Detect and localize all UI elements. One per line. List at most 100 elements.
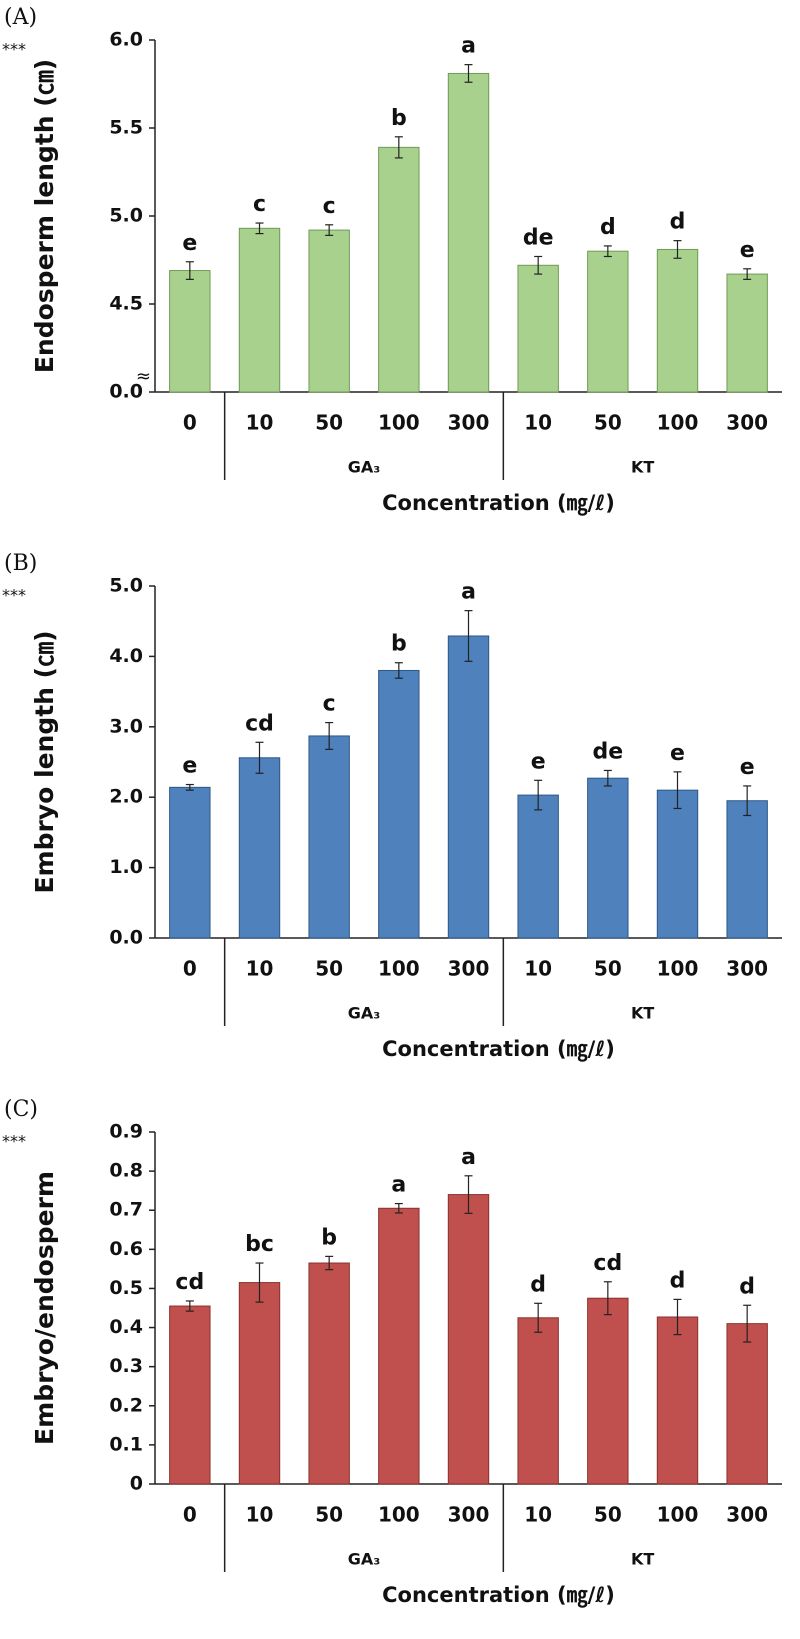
significance-letter: e [740,755,755,780]
bar [238,757,281,939]
significance-letter: de [592,739,623,764]
x-tick-label: 100 [657,411,699,435]
y-tick-label: 6.0 [109,29,143,51]
y-axis-title: Embryo/endosperm [30,1171,59,1445]
y-tick-label: 0.9 [109,1121,143,1143]
bar [169,1305,211,1485]
x-tick-label: 0 [183,1503,197,1527]
group-label: KT [631,1004,654,1023]
x-tick-label: 10 [246,411,274,435]
group-label: GA₃ [348,1004,381,1023]
significance-letter: a [461,1145,476,1170]
significance-letter: e [182,231,197,256]
x-tick-label: 50 [594,1503,622,1527]
significance-letter: a [461,580,476,605]
significance-letter: b [391,632,407,657]
x-tick-label: 10 [524,411,552,435]
x-tick-label: 300 [448,957,490,981]
bar [378,669,420,939]
significance-letter: b [391,106,407,131]
bar [656,248,699,393]
bar [238,227,281,393]
significance-mark: *** [2,40,26,59]
y-tick-label: 0.0 [109,381,143,403]
bar [169,786,211,939]
bar [726,800,768,939]
bar [308,735,350,939]
x-tick-label: 100 [657,957,699,981]
panel-label: (A) [4,5,37,30]
panel-label: (C) [4,1097,38,1122]
group-label: KT [631,1550,654,1569]
y-tick-label: 0.8 [109,1160,143,1182]
x-tick-label: 100 [378,957,420,981]
y-tick-label: 0.5 [109,1277,143,1299]
y-tick-label: 0.6 [109,1238,143,1260]
significance-letter: e [740,238,755,263]
bar [447,72,490,393]
x-tick-label: 50 [315,411,343,435]
y-tick-label: 1.0 [109,856,143,878]
significance-letter: e [531,749,546,774]
x-tick-label: 300 [726,411,768,435]
bar [308,1262,350,1485]
y-tick-label: 0.2 [109,1394,143,1416]
x-tick-label: 50 [594,957,622,981]
y-tick-label: 0.7 [109,1199,143,1221]
significance-letter: c [253,192,266,217]
bar [308,229,350,393]
significance-letter: b [321,1225,337,1250]
x-tick-label: 100 [378,1503,420,1527]
x-tick-label: 0 [183,957,197,981]
panel: (B) *** 0.0 1.0 2.0 3.0 4.0 5.0 Embryo length (㎝… [2,551,782,1063]
significance-letter: a [461,34,476,59]
x-axis-title: Concentration (㎎/ℓ) [382,491,615,517]
panel: (C) *** 0 0.1 0.2 0.3 0.4 0.5 0.6 0.7 0.8 0.9 Embryo… [2,1097,782,1609]
x-tick-label: 300 [448,1503,490,1527]
bar [656,1316,699,1485]
bar [517,1317,559,1485]
bar [517,794,559,939]
bar [656,789,699,939]
x-tick-label: 10 [246,957,274,981]
bar [726,1323,768,1485]
bar [587,777,629,939]
x-tick-label: 10 [524,1503,552,1527]
y-tick-label: 0.4 [109,1316,143,1338]
significance-letter: d [600,215,616,240]
bar [726,273,768,393]
group-label: KT [631,458,654,477]
significance-letter: c [323,692,336,717]
significance-letter: de [523,225,554,250]
bar [378,146,420,393]
y-tick-label: 2.0 [109,786,143,808]
y-tick-label: 3.0 [109,715,143,737]
x-tick-label: 300 [726,1503,768,1527]
bar [587,1297,629,1485]
y-tick-label: 5.5 [109,117,143,139]
significance-letter: bc [245,1232,274,1257]
y-tick-label: 5.0 [109,205,143,227]
significance-letter: c [323,194,336,219]
bar [238,1282,281,1485]
y-tick-label: 0.1 [109,1433,143,1455]
y-tick-label: 0.3 [109,1355,143,1377]
significance-letter: a [391,1173,406,1198]
bar [587,250,629,393]
x-tick-label: 100 [657,1503,699,1527]
significance-letter: d [670,210,686,235]
bar [517,264,559,393]
significance-letter: cd [593,1251,622,1276]
significance-mark: *** [2,586,26,605]
bar [447,635,490,939]
x-tick-label: 0 [183,411,197,435]
panel-label: (B) [4,551,37,576]
x-axis-title: Concentration (㎎/ℓ) [382,1583,615,1609]
group-label: GA₃ [348,458,381,477]
bar [169,270,211,393]
y-axis-title: Embryo length (㎝) [30,630,59,893]
bar [378,1207,420,1485]
y-tick-label: 0 [130,1473,143,1495]
x-tick-label: 300 [726,957,768,981]
